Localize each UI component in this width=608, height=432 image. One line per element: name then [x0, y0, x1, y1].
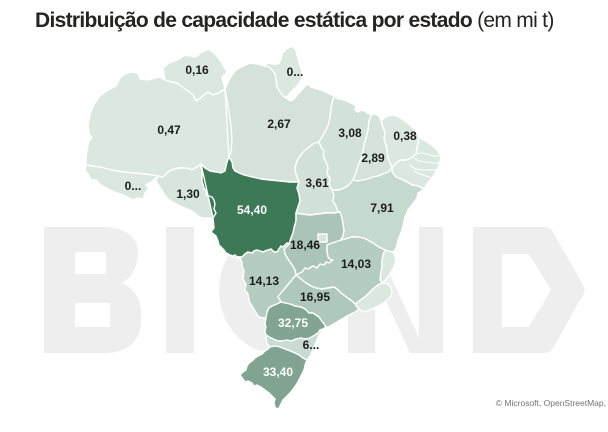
svg-text:2,89: 2,89: [361, 151, 385, 165]
svg-text:16,95: 16,95: [300, 290, 330, 304]
svg-text:0,47: 0,47: [157, 123, 181, 137]
svg-text:3,61: 3,61: [305, 176, 329, 190]
svg-text:54,40: 54,40: [237, 203, 267, 217]
svg-text:0,16: 0,16: [185, 63, 209, 77]
svg-text:1,30: 1,30: [176, 187, 200, 201]
svg-text:33,40: 33,40: [263, 365, 293, 379]
svg-text:14,13: 14,13: [249, 274, 279, 288]
svg-text:14,03: 14,03: [341, 257, 371, 271]
svg-text:2,67: 2,67: [267, 117, 291, 131]
svg-text:18,46: 18,46: [290, 238, 320, 252]
svg-text:0...: 0...: [287, 65, 304, 79]
svg-text:3,08: 3,08: [338, 126, 362, 140]
svg-text:7,91: 7,91: [370, 201, 394, 215]
svg-text:0...: 0...: [125, 179, 142, 193]
svg-text:6...: 6...: [303, 338, 320, 352]
svg-text:0,38: 0,38: [393, 129, 417, 143]
svg-text:32,75: 32,75: [278, 316, 308, 330]
